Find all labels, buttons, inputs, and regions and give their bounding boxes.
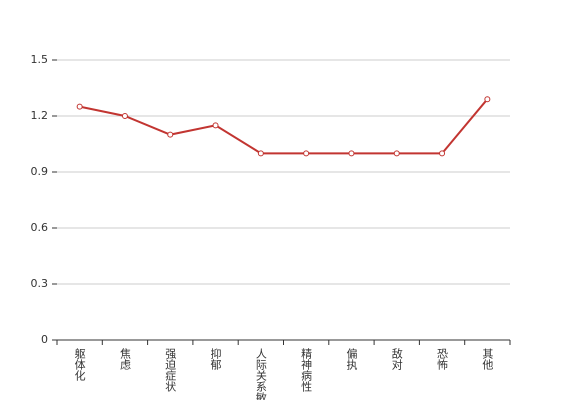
point xyxy=(439,150,446,157)
point xyxy=(212,122,219,129)
x-tick-label: 其他 xyxy=(481,348,494,370)
point xyxy=(257,150,264,157)
x-tick-label: 焦虑 xyxy=(118,348,131,370)
x-tick-label: 偏执 xyxy=(345,347,358,371)
point xyxy=(121,113,128,119)
x-tick-label: 人际关系敏感 xyxy=(254,348,267,400)
point xyxy=(167,131,174,138)
point xyxy=(76,103,83,110)
y-tick-label: 0 xyxy=(41,333,48,346)
x-tick-label: 强迫症状 xyxy=(164,348,177,392)
y-tick-label: 0.3 xyxy=(31,277,49,290)
point xyxy=(348,150,355,157)
y-tick-label: 0.6 xyxy=(31,221,49,234)
x-tick-label: 恐怖 xyxy=(436,348,449,370)
x-tick-label: 精神病性 xyxy=(300,348,313,393)
point xyxy=(393,150,400,157)
y-tick-label: 1.2 xyxy=(31,109,49,122)
y-tick-label: 1.5 xyxy=(31,53,49,66)
point xyxy=(484,96,491,103)
y-tick-label: 0.9 xyxy=(31,165,49,178)
point xyxy=(303,150,310,157)
x-tick-label: 抑郁 xyxy=(209,347,222,370)
x-tick-label: 躯体化 xyxy=(73,348,86,382)
x-tick-label: 敌对 xyxy=(390,347,403,370)
line xyxy=(79,98,489,155)
